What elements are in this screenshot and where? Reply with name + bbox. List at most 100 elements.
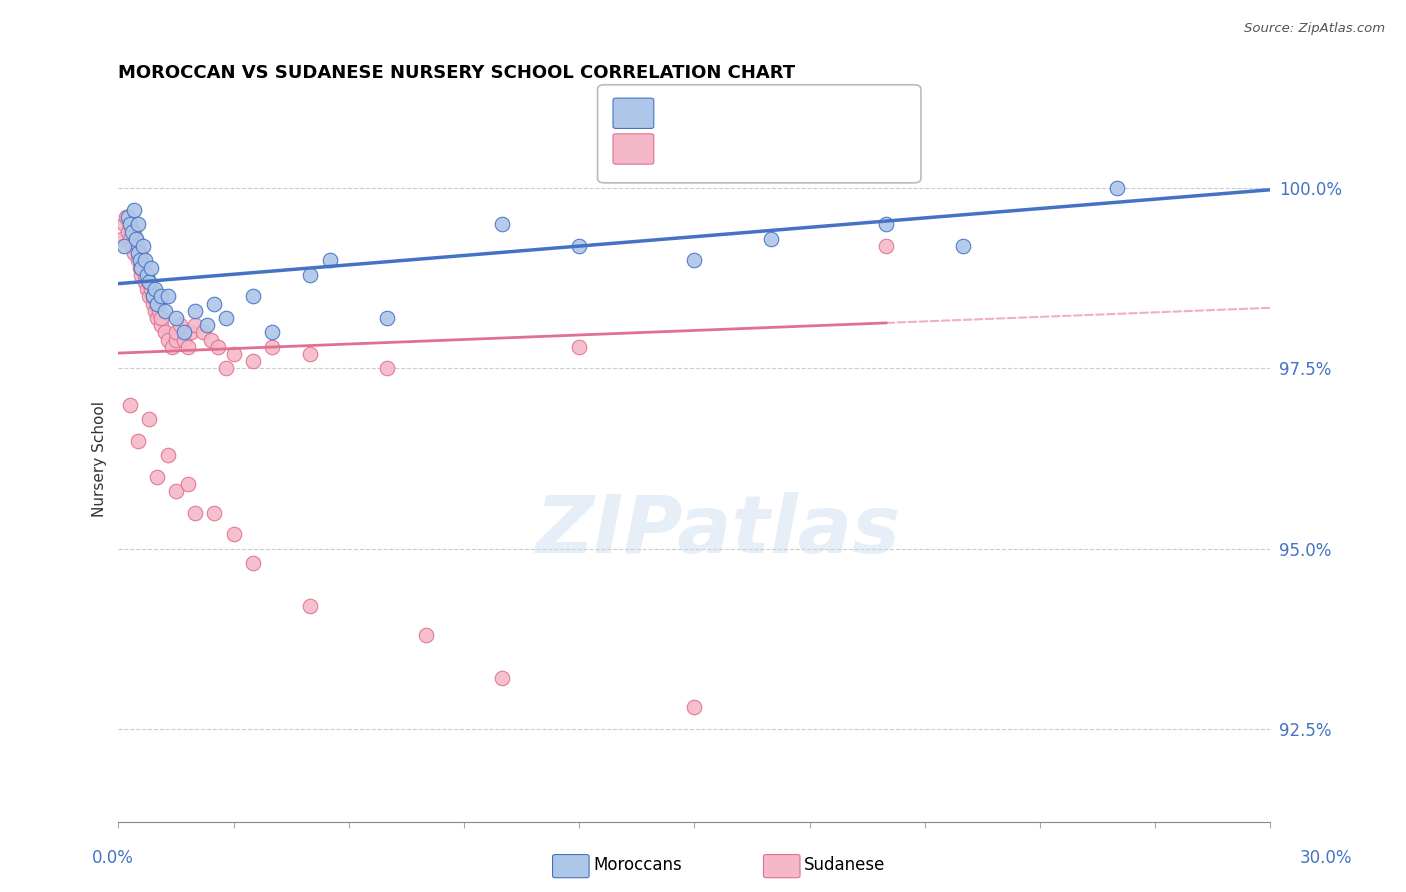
- Point: [148, 304, 170, 318]
- Point: [215, 311, 238, 326]
- Point: [115, 211, 138, 225]
- Point: [157, 289, 180, 303]
- Point: [143, 282, 166, 296]
- Point: [131, 268, 153, 282]
- Point: [138, 275, 160, 289]
- Text: 30.0%: 30.0%: [1301, 849, 1353, 867]
- Point: [169, 318, 191, 333]
- Point: [122, 246, 145, 260]
- Point: [875, 218, 897, 232]
- Point: [125, 232, 148, 246]
- Point: [112, 218, 135, 232]
- Point: [160, 340, 183, 354]
- Point: [134, 253, 156, 268]
- Point: [173, 326, 195, 340]
- Point: [176, 340, 198, 354]
- Point: [138, 289, 160, 303]
- Point: [260, 326, 283, 340]
- Point: [299, 347, 322, 361]
- Point: [149, 289, 172, 303]
- Point: [112, 239, 135, 253]
- Point: [173, 333, 195, 347]
- Point: [415, 628, 437, 642]
- Point: [138, 275, 160, 289]
- Text: MOROCCAN VS SUDANESE NURSERY SCHOOL CORRELATION CHART: MOROCCAN VS SUDANESE NURSERY SCHOOL CORR…: [118, 64, 796, 82]
- Point: [176, 476, 198, 491]
- Point: [184, 506, 207, 520]
- Point: [242, 354, 264, 368]
- Point: [127, 434, 149, 448]
- Point: [149, 318, 172, 333]
- Point: [952, 239, 974, 253]
- Point: [143, 304, 166, 318]
- Point: [127, 253, 149, 268]
- Point: [127, 246, 149, 260]
- Point: [207, 340, 229, 354]
- Point: [136, 268, 159, 282]
- Point: [146, 296, 169, 310]
- Point: [568, 340, 591, 354]
- Point: [118, 218, 141, 232]
- Point: [215, 361, 238, 376]
- Point: [149, 311, 172, 326]
- Point: [222, 347, 245, 361]
- Point: [195, 318, 218, 333]
- Point: [761, 232, 783, 246]
- Point: [139, 260, 162, 275]
- Point: [491, 671, 513, 685]
- Point: [142, 289, 165, 303]
- Point: [242, 289, 264, 303]
- Point: [1105, 181, 1128, 195]
- Point: [131, 253, 153, 268]
- Point: [121, 239, 143, 253]
- Point: [260, 340, 283, 354]
- Point: [184, 318, 207, 333]
- Point: [127, 218, 149, 232]
- Text: 0.0%: 0.0%: [91, 849, 134, 867]
- Point: [157, 448, 180, 462]
- Point: [122, 202, 145, 217]
- Text: Sudanese: Sudanese: [804, 856, 886, 874]
- Point: [128, 260, 150, 275]
- Point: [318, 253, 340, 268]
- Point: [180, 326, 202, 340]
- Point: [204, 506, 226, 520]
- Point: [127, 239, 149, 253]
- Point: [118, 397, 141, 411]
- Point: [165, 483, 187, 498]
- Point: [153, 326, 176, 340]
- Point: [165, 311, 187, 326]
- Point: [191, 326, 214, 340]
- Point: [136, 282, 159, 296]
- Point: [117, 211, 139, 225]
- Point: [117, 225, 139, 239]
- Point: [138, 412, 160, 426]
- Point: [299, 599, 322, 614]
- Text: Moroccans: Moroccans: [593, 856, 682, 874]
- Point: [128, 253, 150, 268]
- Point: [146, 311, 169, 326]
- Point: [142, 289, 165, 303]
- Point: [132, 260, 155, 275]
- Point: [683, 700, 706, 714]
- Point: [132, 239, 155, 253]
- Text: Source: ZipAtlas.com: Source: ZipAtlas.com: [1244, 22, 1385, 36]
- Point: [375, 361, 398, 376]
- Point: [153, 304, 176, 318]
- Point: [146, 469, 169, 483]
- Point: [131, 260, 153, 275]
- Point: [375, 311, 398, 326]
- Point: [125, 232, 148, 246]
- Point: [204, 296, 226, 310]
- Text: R = 0.047    N = 67: R = 0.047 N = 67: [661, 142, 818, 156]
- Point: [111, 232, 134, 246]
- Point: [134, 275, 156, 289]
- Point: [683, 253, 706, 268]
- Point: [875, 239, 897, 253]
- Point: [568, 239, 591, 253]
- Point: [184, 304, 207, 318]
- Point: [222, 527, 245, 541]
- Point: [299, 268, 322, 282]
- Point: [242, 556, 264, 570]
- Y-axis label: Nursery School: Nursery School: [93, 401, 107, 516]
